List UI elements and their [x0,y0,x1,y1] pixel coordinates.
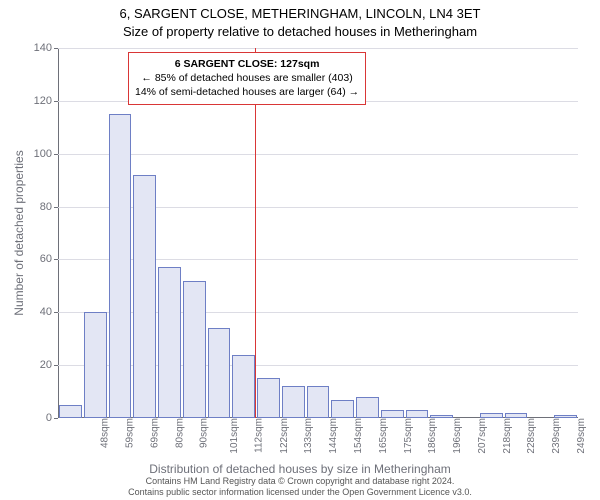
annotation-line: ← 85% of detached houses are smaller (40… [135,71,359,85]
footer-line-2: Contains public sector information licen… [0,487,600,498]
histogram-bar [257,378,280,418]
xtick-label: 154sqm [351,418,364,454]
histogram-bar [133,175,156,418]
histogram-bar [109,114,132,418]
ytick-label: 140 [34,42,58,54]
ytick-label: 60 [40,253,58,265]
histogram-bar [158,267,181,418]
xtick-label: 239sqm [549,418,562,454]
xtick-label: 218sqm [500,418,513,454]
annotation-box: 6 SARGENT CLOSE: 127sqm← 85% of detached… [128,52,366,105]
ytick-label: 80 [40,201,58,213]
histogram-bar [554,415,577,418]
footer-line-1: Contains HM Land Registry data © Crown c… [0,476,600,487]
ytick-label: 0 [46,412,58,424]
histogram-bar [480,413,503,418]
xtick-label: 133sqm [302,418,315,454]
x-axis-label: Distribution of detached houses by size … [0,462,600,476]
histogram-bar [505,413,528,418]
xtick-label: 112sqm [251,418,264,453]
histogram-bar [307,386,330,418]
xtick-label: 186sqm [425,418,438,454]
xtick-label: 144sqm [326,418,339,454]
histogram-bar [232,355,255,418]
xtick-label: 228sqm [524,418,537,454]
xtick-label: 80sqm [172,418,185,448]
xtick-label: 196sqm [450,418,463,454]
histogram-bar [381,410,404,418]
xtick-label: 48sqm [98,418,111,448]
ytick-label: 100 [34,148,58,160]
xtick-label: 69sqm [147,418,160,448]
histogram-bar [183,281,206,418]
xtick-label: 165sqm [376,418,389,454]
xtick-label: 207sqm [475,418,488,454]
xtick-label: 90sqm [197,418,210,448]
annotation-line: 14% of semi-detached houses are larger (… [135,85,359,99]
xtick-label: 122sqm [277,418,290,454]
histogram-bar [282,386,305,418]
histogram-bar [356,397,379,418]
gridline [58,154,578,155]
chart-title-main: 6, SARGENT CLOSE, METHERINGHAM, LINCOLN,… [0,6,600,21]
xtick-label: 59sqm [123,418,136,448]
histogram-bar [331,400,354,419]
xtick-label: 249sqm [574,418,587,454]
xtick-label: 175sqm [401,418,414,454]
y-axis-line [58,48,59,418]
ytick-label: 40 [40,306,58,318]
footer-text: Contains HM Land Registry data © Crown c… [0,476,600,498]
histogram-bar [59,405,82,418]
histogram-bar [406,410,429,418]
histogram-bar [84,312,107,418]
histogram-bar [430,415,453,418]
ytick-label: 120 [34,95,58,107]
y-axis-label: Number of detached properties [12,150,26,315]
chart-container: 6, SARGENT CLOSE, METHERINGHAM, LINCOLN,… [0,0,600,500]
chart-title-sub: Size of property relative to detached ho… [0,24,600,39]
histogram-bar [208,328,231,418]
annotation-line: 6 SARGENT CLOSE: 127sqm [135,57,359,71]
plot-area: 02040608010012014048sqm59sqm69sqm80sqm90… [58,48,578,418]
gridline [58,48,578,49]
ytick-label: 20 [40,359,58,371]
xtick-label: 101sqm [227,418,240,454]
